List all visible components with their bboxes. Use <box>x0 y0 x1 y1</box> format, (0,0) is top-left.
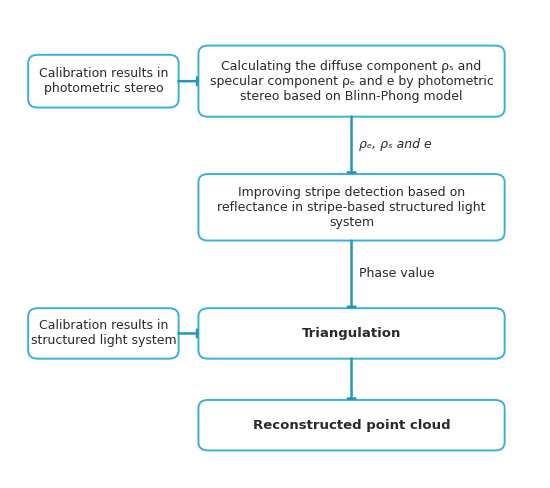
FancyBboxPatch shape <box>199 174 505 241</box>
Text: Calibration results in
photometric stereo: Calibration results in photometric stere… <box>39 67 168 95</box>
FancyBboxPatch shape <box>199 45 505 117</box>
Text: Calculating the diffuse component ρₛ and
specular component ρₑ and e by photomet: Calculating the diffuse component ρₛ and… <box>210 60 493 102</box>
Text: Reconstructed point cloud: Reconstructed point cloud <box>253 419 450 432</box>
Text: Calibration results in
structured light system: Calibration results in structured light … <box>31 320 176 347</box>
FancyBboxPatch shape <box>28 308 179 359</box>
FancyBboxPatch shape <box>199 308 505 359</box>
Text: Phase value: Phase value <box>360 267 435 280</box>
Text: Improving stripe detection based on
reflectance in stripe-based structured light: Improving stripe detection based on refl… <box>217 186 486 229</box>
FancyBboxPatch shape <box>199 400 505 450</box>
Text: ρₑ, ρₛ and e: ρₑ, ρₛ and e <box>360 139 432 151</box>
Text: Triangulation: Triangulation <box>302 327 402 340</box>
FancyBboxPatch shape <box>28 55 179 107</box>
